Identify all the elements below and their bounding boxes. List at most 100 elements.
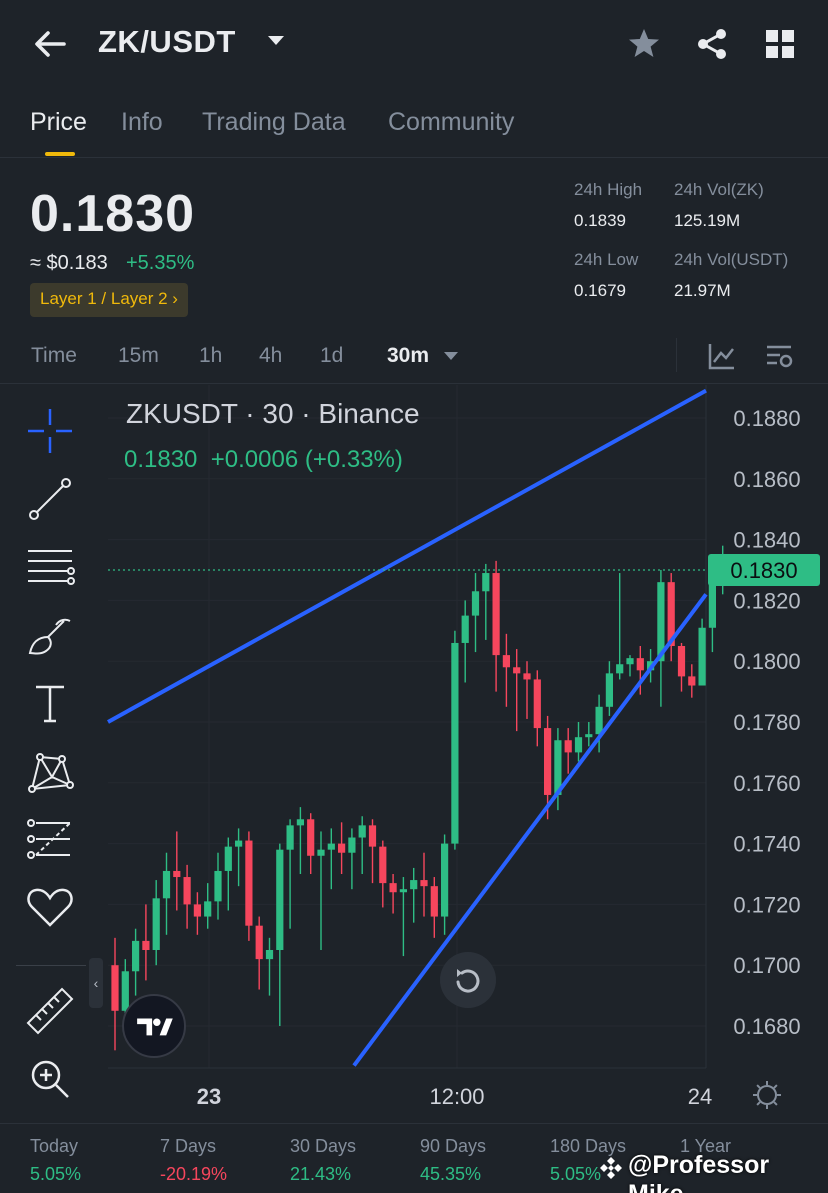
y-tick-label: 0.1840: [733, 528, 800, 553]
performance-bar: Today 5.05% 7 Days -20.19% 30 Days 21.43…: [0, 1123, 828, 1193]
low-value: 0.1679: [574, 281, 626, 300]
candle-body: [585, 734, 593, 738]
forecast-icon[interactable]: [22, 811, 78, 867]
y-tick-label: 0.1860: [733, 467, 800, 492]
candle-body: [667, 582, 675, 646]
candle-body: [183, 877, 191, 905]
candle-body: [235, 840, 243, 847]
x-tick-label: 12:00: [429, 1084, 484, 1109]
perf-label: 1 Year: [680, 1136, 732, 1156]
candle-body: [698, 627, 706, 686]
axis-settings-icon: [756, 1101, 761, 1106]
candlestick-chart[interactable]: 0.1830 0.1880 0.1860 0.1840 0.1820 0.1800 0.17…: [0, 385, 828, 1123]
interval-4h[interactable]: 4h: [259, 344, 283, 367]
candle-body: [626, 658, 634, 665]
arrow-left-icon[interactable]: [30, 24, 70, 64]
perf-label: Today: [30, 1136, 79, 1156]
candle-body: [430, 886, 438, 917]
crosshair-icon[interactable]: [22, 403, 78, 459]
candle-body: [265, 950, 274, 960]
candle-body: [286, 825, 294, 850]
usd-price: ≈ $0.183: [30, 252, 108, 274]
candle-body: [461, 615, 469, 643]
tradingview-logo-icon: [122, 994, 186, 1058]
candle-body: [121, 971, 129, 1011]
perf-value: -20.19%: [160, 1164, 228, 1184]
divider: [676, 338, 677, 372]
ruler-icon[interactable]: [22, 983, 78, 1039]
candle-body: [214, 870, 222, 902]
y-tick-label: 0.1720: [733, 892, 800, 917]
pair-title[interactable]: ZK/USDT: [98, 24, 236, 59]
interval-15m[interactable]: 15m: [118, 344, 159, 367]
candle-body: [173, 870, 181, 878]
axis-settings-icon[interactable]: [757, 1085, 777, 1105]
brush-icon[interactable]: [22, 607, 78, 663]
axis-settings-icon: [773, 1101, 778, 1106]
text-icon[interactable]: [22, 675, 78, 731]
share-icon[interactable]: [694, 26, 730, 62]
candle-body: [677, 646, 686, 677]
indicator-icon[interactable]: [706, 340, 738, 372]
chart-area[interactable]: 0.1830 0.1880 0.1860 0.1840 0.1820 0.1800 0.17…: [0, 385, 828, 1123]
y-tick-label: 0.1680: [733, 1014, 800, 1039]
vol-quote-value: 21.97M: [674, 281, 731, 300]
candle-body: [544, 728, 552, 795]
candle-body: [482, 573, 490, 592]
tab-trading-data[interactable]: Trading Data: [202, 108, 346, 136]
category-tag[interactable]: Layer 1 / Layer 2 ›: [30, 283, 188, 317]
perf-label: 90 Days: [420, 1136, 487, 1156]
app-header: ZK/USDT: [0, 0, 828, 88]
candle-body: [471, 591, 480, 616]
interval-30m[interactable]: 30m: [387, 344, 430, 367]
perf-value: 5.05%: [550, 1164, 602, 1184]
x-tick-label: 23: [197, 1084, 221, 1109]
candle-body: [276, 849, 284, 950]
candle-body: [111, 965, 119, 1011]
candle-body: [574, 737, 583, 753]
interval-1d[interactable]: 1d: [320, 344, 344, 367]
tab-info[interactable]: Info: [121, 108, 163, 136]
interval-1h[interactable]: 1h: [199, 344, 223, 367]
toolbar-divider: [16, 965, 86, 966]
candle-body: [368, 825, 377, 847]
y-tick-label: 0.1700: [733, 953, 800, 978]
toolbar-collapse-handle[interactable]: ‹: [89, 958, 103, 1008]
x-tick-label: 24: [688, 1084, 712, 1109]
candle-body: [399, 889, 407, 893]
star-icon[interactable]: [626, 26, 662, 62]
candle-body: [420, 880, 428, 887]
tab-price[interactable]: Price: [30, 108, 87, 136]
interval-bar: Time 15m 1h 4h 1d 30m: [0, 330, 828, 384]
pattern-icon[interactable]: [22, 743, 78, 799]
vol-base-label: 24h Vol(ZK): [674, 180, 764, 199]
vol-quote-label: 24h Vol(USDT): [674, 250, 789, 269]
y-tick-label: 0.1820: [733, 588, 800, 613]
replay-icon[interactable]: [440, 952, 496, 1008]
perf-value: 21.43%: [290, 1164, 352, 1184]
favorite-icon[interactable]: [22, 879, 78, 935]
candle-body: [605, 673, 613, 707]
upper-channel-line: [107, 388, 707, 724]
candle-body: [657, 582, 665, 662]
chevron-down-icon[interactable]: [444, 352, 458, 360]
last-price: 0.1830: [30, 185, 196, 243]
chart-settings-icon[interactable]: [764, 340, 796, 372]
interval-time[interactable]: Time: [31, 344, 77, 367]
candle-body: [492, 573, 500, 656]
grid-icon[interactable]: [762, 26, 798, 62]
candle-body: [338, 843, 346, 853]
candle-body: [688, 676, 696, 686]
drawing-toolbar: [0, 385, 100, 1123]
chevron-down-icon[interactable]: [268, 36, 284, 45]
tab-community[interactable]: Community: [388, 108, 515, 136]
lower-channel-line: [352, 593, 708, 1067]
trend-line-icon[interactable]: [22, 471, 78, 527]
binance-logo-icon: [600, 1157, 622, 1179]
candle-body: [389, 883, 397, 893]
last-price-label: 0.1830: [730, 558, 797, 583]
y-tick-label: 0.1760: [733, 771, 800, 796]
zoom-in-icon[interactable]: [22, 1051, 78, 1107]
horizontal-lines-icon[interactable]: [22, 539, 78, 595]
candle-body: [441, 843, 449, 917]
